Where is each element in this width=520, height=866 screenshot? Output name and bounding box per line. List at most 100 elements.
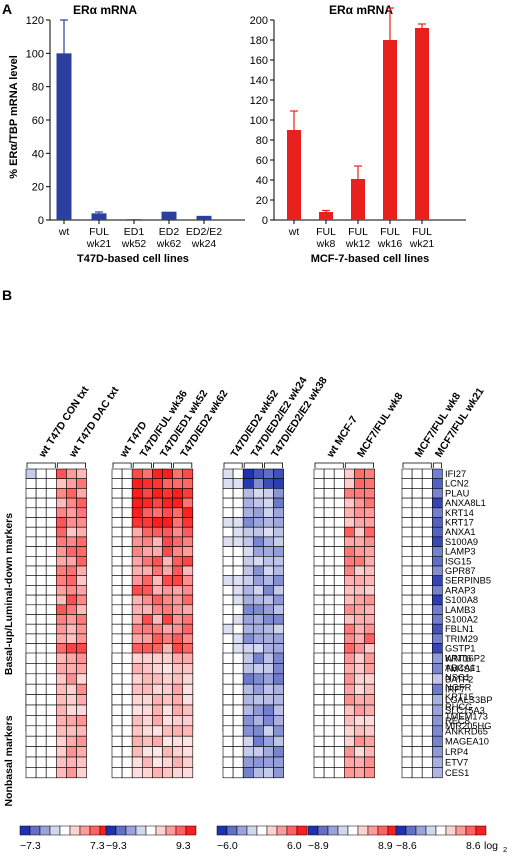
heatmap-cell (364, 488, 375, 499)
heatmap-cell (162, 756, 173, 768)
x-tick-label: wk52 (121, 238, 147, 250)
heatmap-cell (273, 517, 284, 528)
heatmap-cell (343, 704, 355, 716)
heatmap-cell (323, 652, 335, 664)
color-scale-swatch (115, 825, 127, 836)
heatmap-cell (142, 756, 153, 768)
heatmap-cell (401, 735, 413, 747)
heatmap-cell (45, 517, 57, 528)
heatmap-cell (273, 623, 284, 635)
group-bracket (26, 462, 56, 468)
heatmap-cell (354, 663, 365, 675)
heatmap-cell (343, 643, 355, 654)
heatmap-cell (35, 546, 47, 557)
heatmap-cell (182, 594, 194, 606)
heatmap-cell (431, 715, 443, 727)
heatmap-cell (411, 565, 423, 576)
heatmap-cell (152, 756, 163, 768)
heatmap-cell (411, 604, 423, 615)
heatmap-cell (152, 663, 163, 675)
heatmap-cell (343, 756, 355, 768)
heatmap-cell (401, 546, 413, 557)
heatmap-cell (411, 614, 423, 625)
gene-label: NGFR (445, 682, 472, 692)
heatmap-cell (333, 507, 345, 518)
heatmap-cell (273, 614, 284, 625)
heatmap-cell (253, 478, 264, 489)
x-tick-label: ED2/E2 (186, 226, 222, 238)
heatmap-cell (242, 585, 254, 596)
heatmap-cell (142, 526, 153, 538)
color-scale-swatch (125, 825, 137, 836)
heatmap-cell (431, 468, 443, 479)
heatmap-cell (172, 633, 184, 644)
gene-label: S100A8 (445, 595, 478, 605)
heatmap-cell (172, 735, 184, 747)
heatmap-cell (162, 575, 173, 586)
heatmap-cell (172, 623, 184, 635)
heatmap-cell (253, 488, 264, 499)
heatmap-cell (162, 507, 173, 518)
heatmap-cell (232, 565, 244, 576)
heatmap-cell (263, 652, 274, 664)
heatmap-cell (364, 478, 375, 489)
heatmap-cell (35, 643, 47, 654)
heatmap-cell (431, 507, 443, 518)
gene-label: LRP4 (445, 747, 468, 757)
heatmap-cell (55, 746, 67, 758)
heatmap-cell (76, 497, 87, 509)
heatmap-cell (55, 652, 67, 664)
heatmap-cell (273, 497, 284, 509)
heatmap-cell (152, 623, 163, 635)
x-tick-label: wk21 (86, 238, 112, 250)
heatmap-cell (431, 614, 443, 625)
heatmap-cell (263, 555, 274, 567)
heatmap-cell (162, 565, 173, 576)
heatmap-cell (323, 643, 335, 654)
heatmap-cell (172, 746, 184, 758)
heatmap-cell (142, 633, 153, 644)
heatmap-cell (131, 746, 143, 758)
heatmap-cell (172, 546, 184, 557)
heatmap-cell (401, 756, 413, 768)
heatmap-cell (45, 565, 57, 576)
heatmap-cell (172, 536, 184, 547)
heatmap-cell (55, 715, 67, 727)
heatmap-cell (35, 623, 47, 635)
heatmap-cell (76, 725, 87, 737)
heatmap-cell (45, 497, 57, 509)
heatmap-cell (111, 725, 123, 737)
heatmap-cell (182, 497, 194, 509)
heatmap-cell (182, 555, 194, 567)
heatmap-cell (76, 468, 87, 479)
heatmap-cell (45, 652, 57, 664)
heatmap-cell (142, 555, 153, 567)
heatmap-cell (182, 633, 194, 644)
heatmap-cell (354, 694, 365, 706)
gene-label: IFI27 (445, 469, 466, 479)
heatmap-cell (142, 517, 153, 528)
heatmap-cell (253, 652, 264, 664)
heatmap-cell (273, 468, 284, 479)
heatmap-cell (222, 767, 234, 779)
heatmap-cell (35, 756, 47, 768)
heatmap-cell (131, 497, 143, 509)
heatmap-cell (55, 735, 67, 747)
heatmap-cell (162, 673, 173, 685)
gene-label: ANXA8L1 (445, 498, 486, 508)
heatmap-cell (66, 694, 77, 706)
heatmap-cell (232, 488, 244, 499)
heatmap-cell (142, 585, 153, 596)
heatmap-cell (131, 683, 143, 695)
heatmap-cell (253, 725, 264, 737)
heatmap-cell (364, 673, 375, 685)
heatmap-cell (411, 673, 423, 685)
heatmap-cell (55, 633, 67, 644)
heatmap-cell (421, 767, 433, 779)
heatmap-cell (162, 555, 173, 567)
heatmap-cell (45, 673, 57, 685)
heatmap-cell (111, 633, 123, 644)
heatmap-cell (421, 575, 433, 586)
heatmap-cell (253, 517, 264, 528)
heatmap-cell (242, 468, 254, 479)
